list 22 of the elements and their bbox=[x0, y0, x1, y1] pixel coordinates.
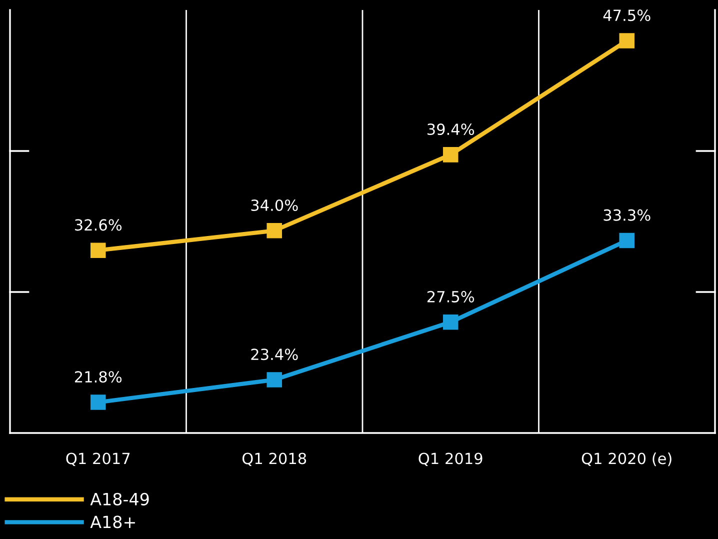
point bbox=[266, 372, 282, 388]
legend-label: A18+ bbox=[90, 516, 135, 528]
data-label: 34.0% bbox=[251, 199, 298, 212]
x-tick-label: Q1 2018 bbox=[242, 452, 306, 466]
x-tick-label: Q1 2019 bbox=[418, 452, 482, 466]
x-tick-label: Q1 2017 bbox=[66, 452, 130, 466]
x-tick-label: Q1 2020 (e) bbox=[582, 452, 672, 466]
data-label: 32.6% bbox=[75, 219, 122, 231]
point bbox=[266, 223, 282, 238]
point bbox=[442, 147, 458, 162]
data-label: 27.5% bbox=[427, 290, 474, 302]
data-label: 33.3% bbox=[604, 209, 650, 221]
data-label: 21.8% bbox=[74, 371, 122, 383]
legend-label: A18-49 bbox=[90, 492, 149, 506]
data-label: 39.4% bbox=[428, 123, 474, 136]
point bbox=[619, 33, 635, 48]
point bbox=[619, 232, 635, 248]
data-label: 23.4% bbox=[251, 348, 298, 360]
point bbox=[90, 394, 106, 410]
data-label: 47.5% bbox=[603, 10, 650, 22]
point bbox=[442, 314, 458, 330]
point bbox=[90, 242, 106, 258]
